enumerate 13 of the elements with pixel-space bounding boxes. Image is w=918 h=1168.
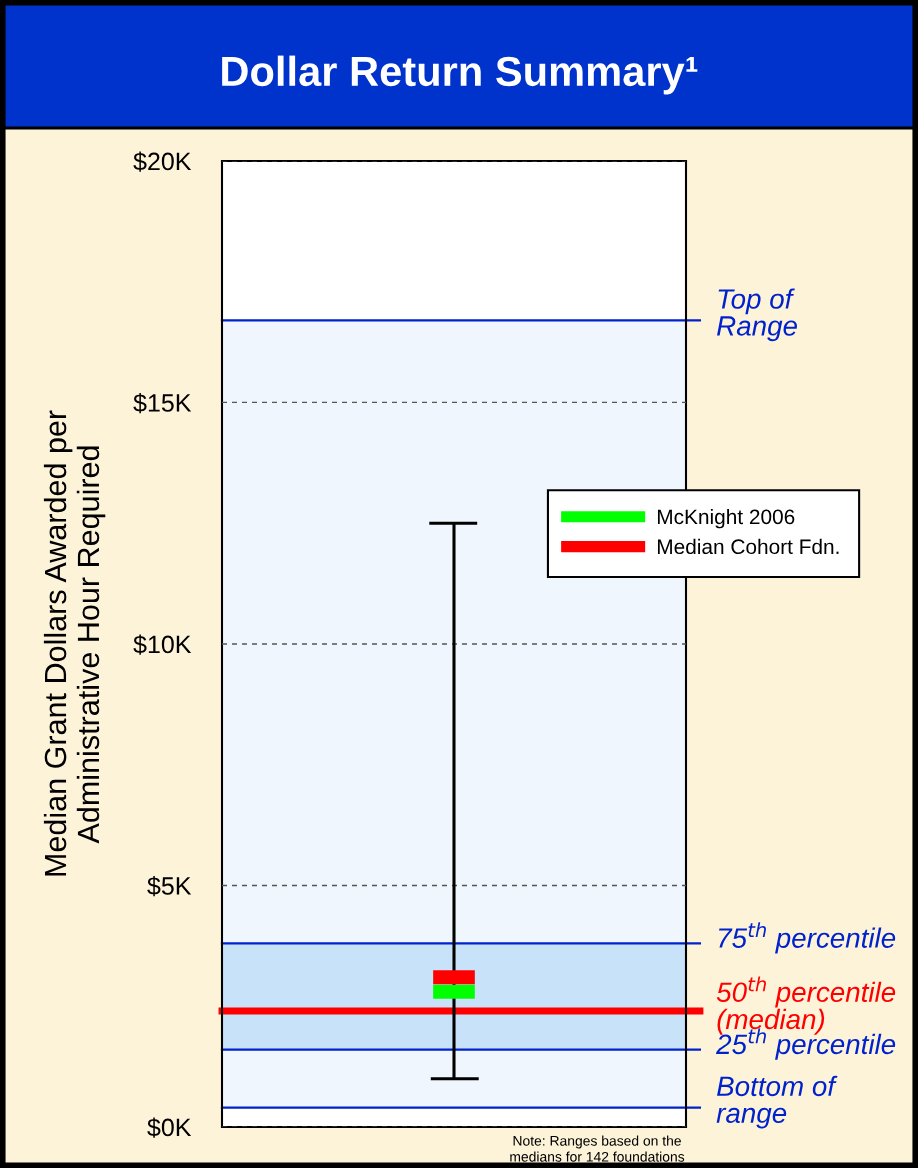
ref-line-label: Bottom of range [716,1075,838,1129]
y-tick-label: $15K [133,393,192,414]
y-tick-label: $5K [147,876,192,897]
ref-line-label: 75$^{th}$ percentile [719,922,896,954]
y-axis-title: Median Grant Dollars Awarded per Administrative Hour Required [43,410,106,876]
y-tick-label: $0K [147,1117,192,1138]
legend-label: McKnight 2006 [657,508,795,529]
y-tick-label: $20K [133,151,192,172]
ref-line-label: Top of Range [717,288,797,342]
chart-title: Dollar Return Summary¹ [222,55,698,95]
text: Note: Ranges based on the medians for 142 foundations [510,1135,685,1162]
y-tick-label: $10K [133,634,192,655]
legend-label: Median Cohort Fdn. [657,538,839,555]
